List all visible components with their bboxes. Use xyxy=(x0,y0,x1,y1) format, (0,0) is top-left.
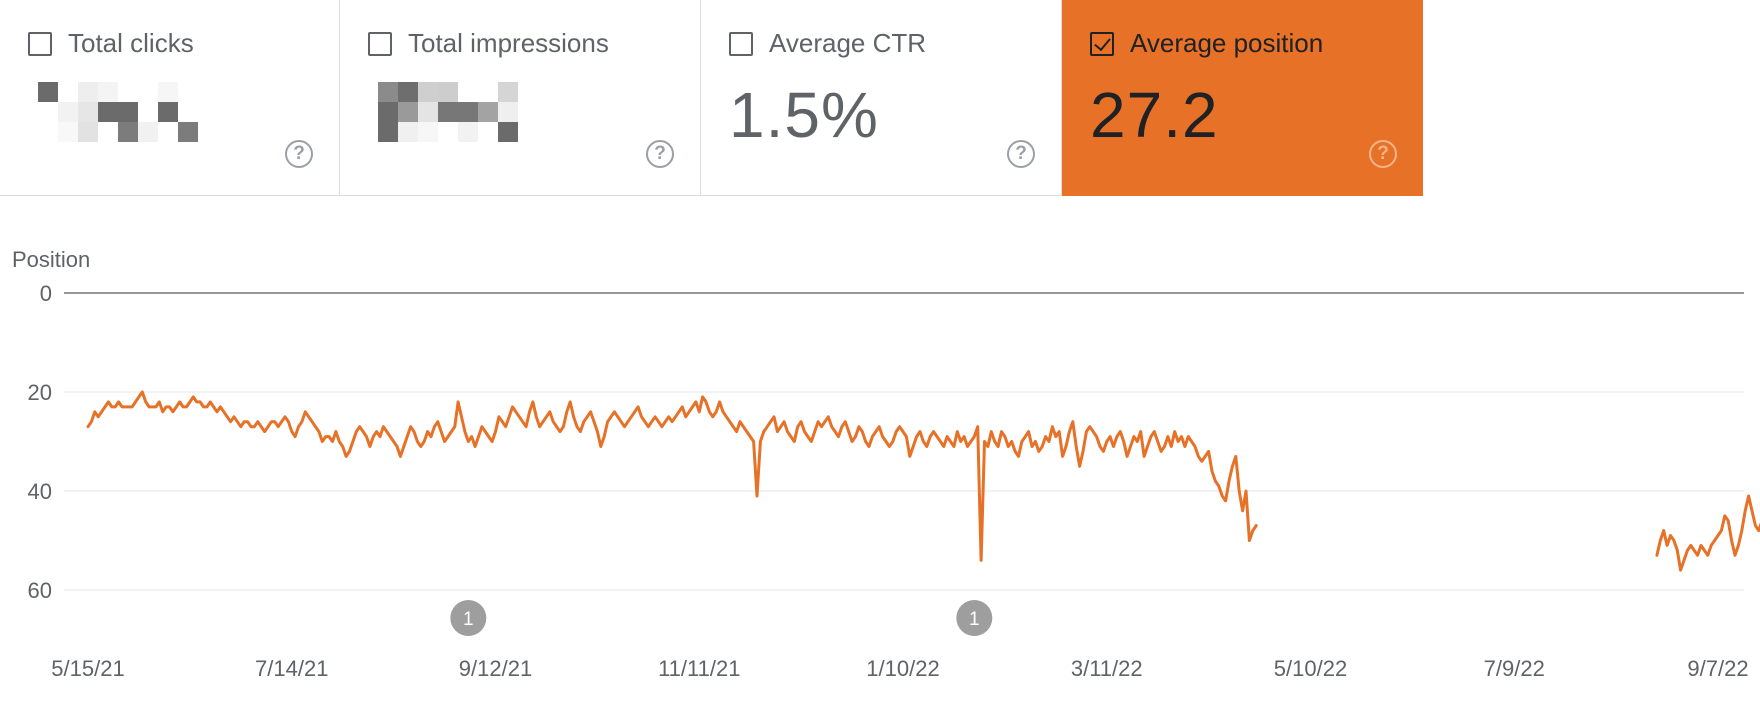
redaction-block xyxy=(98,82,118,102)
redaction-block xyxy=(158,102,178,122)
card-label: Total impressions xyxy=(408,28,609,58)
redaction-block xyxy=(78,82,98,102)
redaction-block xyxy=(458,102,478,122)
card-header: Total impressions xyxy=(368,28,609,59)
redaction-block xyxy=(138,122,158,142)
x-tick-label: 11/11/21 xyxy=(658,656,740,681)
redaction-block xyxy=(418,102,438,122)
y-tick-label: 60 xyxy=(28,578,52,603)
y-tick-label: 20 xyxy=(28,380,52,405)
redaction-block xyxy=(158,82,178,102)
redacted-value xyxy=(378,82,542,144)
x-tick-label: 3/11/22 xyxy=(1071,656,1143,681)
redacted-value xyxy=(38,82,202,144)
annotation-marker xyxy=(450,600,487,636)
metric-cards: Total clicks ? Total impressions ? Avera… xyxy=(0,0,1424,196)
redaction-block xyxy=(498,122,518,142)
card-label: Average CTR xyxy=(769,28,927,58)
x-tick-label: 7/14/21 xyxy=(255,656,328,681)
redaction-block xyxy=(438,102,458,122)
help-icon[interactable]: ? xyxy=(646,140,674,168)
redaction-block xyxy=(78,102,98,122)
y-axis-label: Position xyxy=(12,247,90,272)
redaction-block xyxy=(58,102,78,122)
help-icon[interactable]: ? xyxy=(1369,140,1397,168)
redaction-block xyxy=(398,122,418,142)
redaction-block xyxy=(498,82,518,102)
redaction-block xyxy=(438,82,458,102)
average-ctr-card[interactable]: Average CTR 1.5% ? xyxy=(701,0,1062,196)
x-tick-label: 9/7/22 xyxy=(1687,656,1748,681)
x-tick-label: 1/10/22 xyxy=(866,656,939,681)
redaction-block xyxy=(418,122,438,142)
help-icon[interactable]: ? xyxy=(285,140,313,168)
card-label: Total clicks xyxy=(68,28,194,58)
card-label: Average position xyxy=(1130,28,1324,58)
card-header: Total clicks xyxy=(28,28,194,59)
x-tick-label: 7/9/22 xyxy=(1484,656,1545,681)
redaction-block xyxy=(118,102,138,122)
card-header: Average CTR xyxy=(729,28,926,59)
redaction-block xyxy=(498,102,518,122)
help-icon[interactable]: ? xyxy=(1007,140,1035,168)
y-tick-label: 40 xyxy=(28,479,52,504)
annotation-marker xyxy=(956,600,993,636)
redaction-block xyxy=(378,122,398,142)
redaction-block xyxy=(478,102,498,122)
redaction-block xyxy=(378,82,398,102)
y-tick-label: 0 xyxy=(40,281,52,306)
redaction-block xyxy=(118,122,138,142)
card-value: 1.5% xyxy=(729,79,879,151)
redaction-block xyxy=(58,122,78,142)
x-tick-label: 9/12/21 xyxy=(459,656,532,681)
redaction-block xyxy=(98,102,118,122)
position-chart: Position 0 20 40 60 5/15/21 7/14/21 9/12/21 11/1… xyxy=(0,236,1760,700)
redaction-block xyxy=(398,82,418,102)
series-line xyxy=(1655,494,1760,572)
series-line xyxy=(86,390,1258,562)
redaction-block xyxy=(378,102,398,122)
average-ctr-checkbox[interactable] xyxy=(729,31,753,56)
annotation-label: 1 xyxy=(969,609,980,630)
redaction-block xyxy=(398,102,418,122)
redaction-block xyxy=(458,122,478,142)
total-impressions-card[interactable]: Total impressions ? xyxy=(340,0,701,196)
card-value: 27.2 xyxy=(1090,79,1219,151)
total-clicks-card[interactable]: Total clicks ? xyxy=(0,0,340,196)
average-position-checkbox[interactable] xyxy=(1090,31,1114,56)
redaction-block xyxy=(38,82,58,102)
annotation-label: 1 xyxy=(463,609,474,630)
x-tick-label: 5/15/21 xyxy=(51,656,124,681)
average-position-card[interactable]: Average position 27.2 ? xyxy=(1062,0,1423,196)
total-impressions-checkbox[interactable] xyxy=(368,31,392,56)
redaction-block xyxy=(418,82,438,102)
redaction-block xyxy=(78,122,98,142)
total-clicks-checkbox[interactable] xyxy=(28,31,52,56)
card-header: Average position xyxy=(1090,28,1323,59)
redaction-block xyxy=(178,122,198,142)
x-tick-label: 5/10/22 xyxy=(1274,656,1347,681)
